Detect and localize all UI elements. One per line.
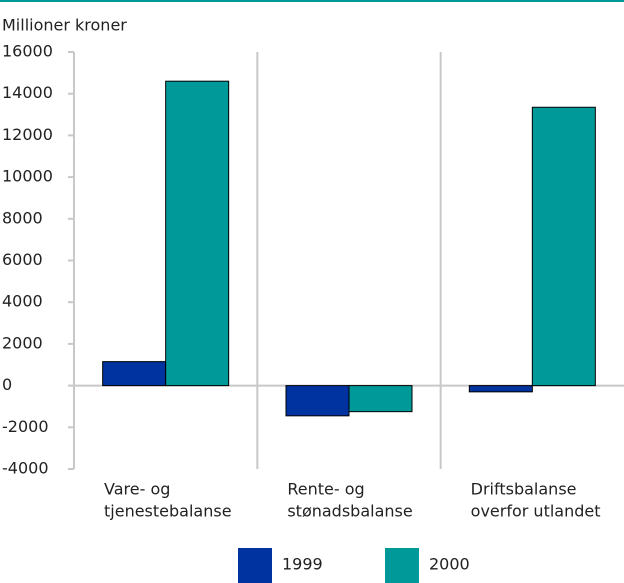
legend-swatch [238, 548, 272, 583]
y-tick-label: 8000 [2, 208, 43, 227]
y-tick-label: 2000 [2, 333, 43, 352]
legend-swatch [385, 548, 419, 583]
bar [165, 80, 230, 387]
x-tick-label: overfor utlandet [471, 502, 601, 521]
y-tick-label: 10000 [2, 167, 53, 186]
bar [285, 385, 350, 417]
x-tick-label: Vare- og [104, 480, 170, 499]
bar [102, 361, 167, 387]
y-tick-label: -2000 [2, 417, 49, 436]
y-axis-label: Millioner kroner [2, 16, 127, 35]
y-tick-label: 0 [2, 375, 12, 394]
y-tick-label: 6000 [2, 250, 43, 269]
legend-label: 2000 [429, 555, 470, 574]
top-rule [0, 0, 624, 2]
x-tick-label: Rente- og [287, 480, 364, 499]
bar [468, 385, 533, 393]
y-tick-label: 14000 [2, 83, 53, 102]
y-tick-label: 4000 [2, 292, 43, 311]
legend-label: 1999 [282, 555, 323, 574]
bar [348, 385, 413, 413]
x-tick-label: tjenestebalanse [104, 502, 232, 521]
x-tick-label: stønadsbalanse [287, 502, 412, 521]
y-tick-label: -4000 [2, 459, 49, 478]
x-tick-label: Driftsbalanse [471, 480, 577, 499]
y-tick-label: 12000 [2, 125, 53, 144]
bar [531, 106, 596, 387]
y-tick-label: 16000 [2, 42, 53, 61]
